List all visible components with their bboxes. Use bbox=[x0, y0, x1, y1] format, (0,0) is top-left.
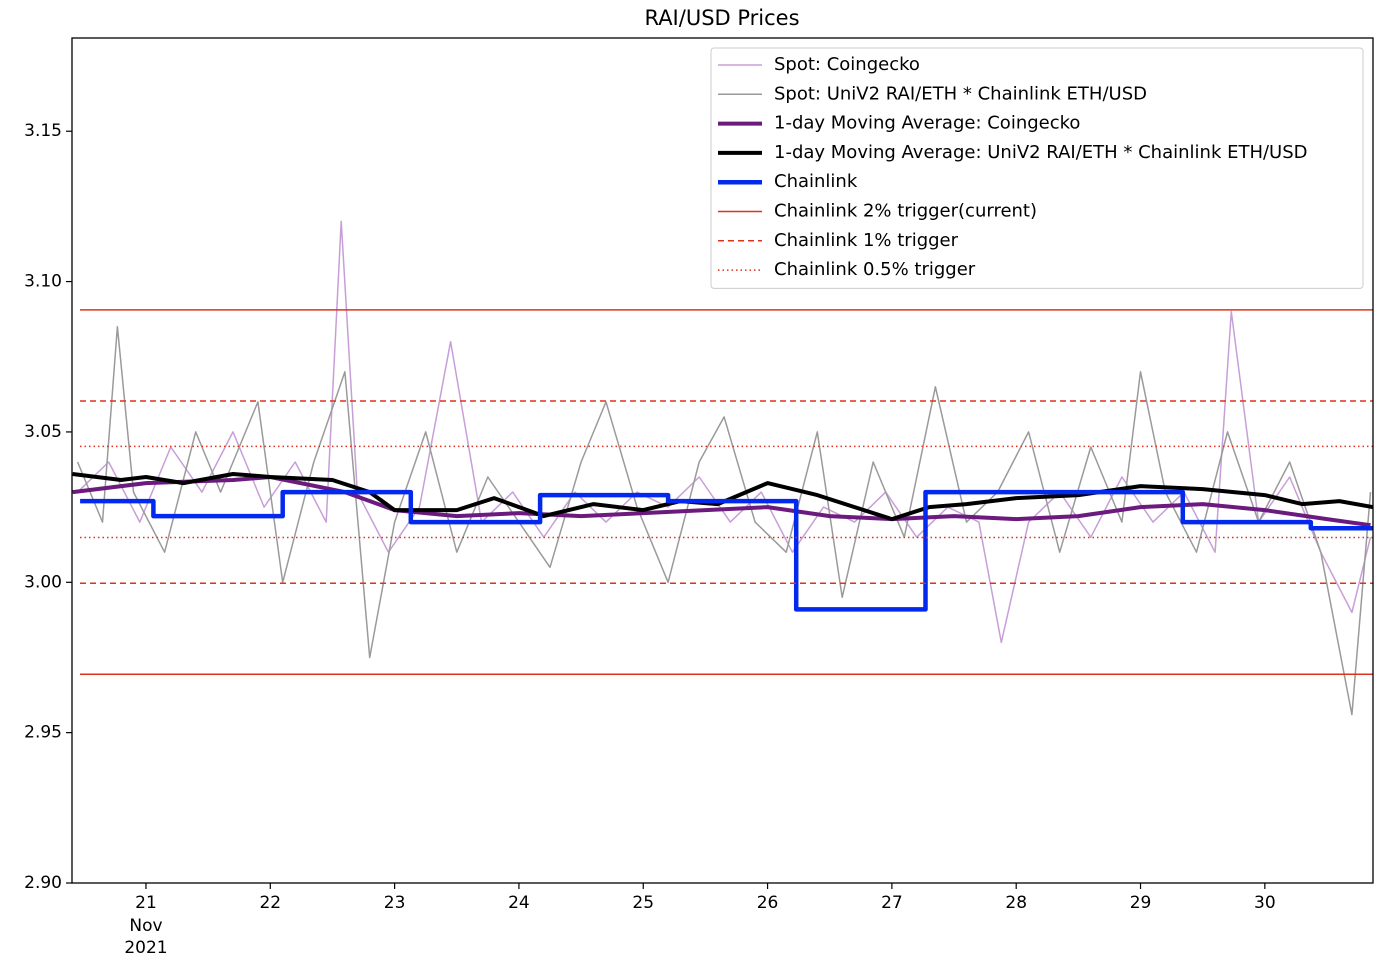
x-tick-label: 24 bbox=[508, 893, 530, 913]
chart-title: RAI/USD Prices bbox=[644, 6, 799, 30]
axes-frame bbox=[71, 37, 1374, 884]
y-tick-label: 3.15 bbox=[24, 121, 62, 141]
series-line bbox=[77, 220, 1372, 644]
x-tick-label: 21 bbox=[135, 893, 157, 913]
plot-area bbox=[72, 220, 1373, 716]
legend-box bbox=[710, 47, 1364, 289]
legend-label: Spot: Coingecko bbox=[774, 54, 920, 75]
x-tick-label: 26 bbox=[757, 893, 779, 913]
x-tick-label: 27 bbox=[881, 893, 903, 913]
legend-label: Spot: UniV2 RAI/ETH * Chainlink ETH/USD bbox=[774, 83, 1147, 104]
x-tick-label: 28 bbox=[1005, 893, 1027, 913]
legend-label: 1-day Moving Average: Coingecko bbox=[774, 113, 1080, 134]
x-tick-label: 25 bbox=[632, 893, 654, 913]
y-tick-label: 3.00 bbox=[24, 572, 62, 592]
x-tick-label: 23 bbox=[384, 893, 406, 913]
x-tick-sublabel: 2021 bbox=[124, 938, 167, 958]
series-line bbox=[76, 325, 1372, 716]
legend-label: Chainlink 2% trigger(current) bbox=[774, 201, 1037, 222]
legend-label: Chainlink 0.5% trigger bbox=[774, 259, 976, 280]
legend-label: Chainlink bbox=[774, 171, 858, 192]
x-tick-sublabel: Nov bbox=[129, 916, 162, 936]
x-tick-label: 30 bbox=[1254, 893, 1276, 913]
y-tick-label: 2.95 bbox=[24, 723, 62, 743]
series-line bbox=[80, 489, 1373, 612]
legend-label: Chainlink 1% trigger bbox=[774, 230, 959, 251]
x-tick-label: 22 bbox=[259, 893, 281, 913]
series-line bbox=[72, 475, 1371, 528]
legend-label: 1-day Moving Average: UniV2 RAI/ETH * Ch… bbox=[774, 142, 1308, 163]
y-tick-label: 3.10 bbox=[24, 272, 62, 292]
y-tick-label: 3.05 bbox=[24, 422, 62, 442]
y-tick-label: 2.90 bbox=[24, 873, 62, 893]
legend: Spot: Coingecko Spot: UniV2 RAI/ETH * Cha… bbox=[710, 47, 1364, 289]
x-tick-label: 29 bbox=[1130, 893, 1152, 913]
